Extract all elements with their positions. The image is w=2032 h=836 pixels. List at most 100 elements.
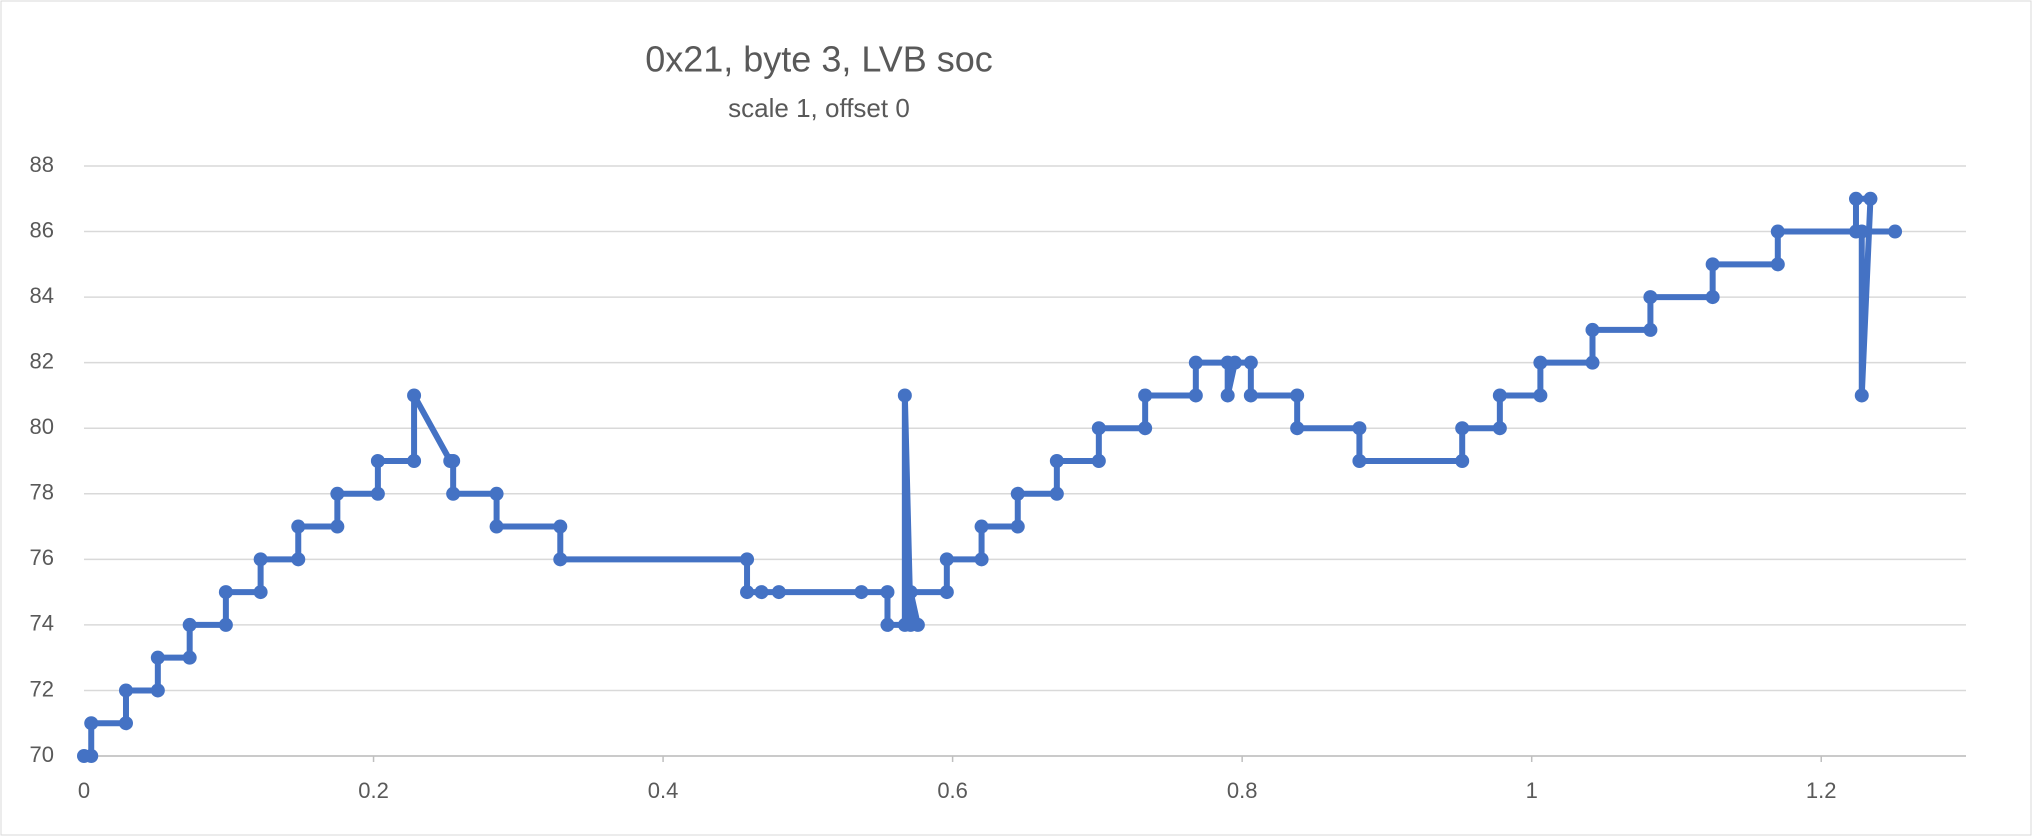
x-tick-label: 1.2 <box>1806 778 1837 803</box>
data-point <box>1243 388 1258 403</box>
data-point <box>974 519 989 534</box>
data-point <box>1585 355 1600 370</box>
x-tick-label: 1 <box>1526 778 1538 803</box>
data-point <box>1290 388 1305 403</box>
x-tick-label: 0 <box>78 778 90 803</box>
data-point <box>880 617 895 632</box>
data-point <box>1010 519 1025 534</box>
data-point <box>84 716 99 731</box>
data-point <box>1888 224 1903 239</box>
data-point <box>939 552 954 567</box>
data-point <box>489 519 504 534</box>
data-point <box>1770 224 1785 239</box>
data-point <box>1585 322 1600 337</box>
data-point <box>330 486 345 501</box>
data-point <box>446 486 461 501</box>
x-tick-label: 0.4 <box>648 778 679 803</box>
data-point <box>407 388 422 403</box>
data-point <box>1049 454 1064 468</box>
data-point <box>291 552 306 567</box>
data-point <box>150 683 165 698</box>
y-tick-label: 84 <box>30 283 54 308</box>
x-tick-label: 0.6 <box>937 778 968 803</box>
y-tick-label: 74 <box>30 611 54 636</box>
data-point <box>740 552 755 567</box>
data-point <box>1533 355 1548 370</box>
data-point <box>489 486 504 501</box>
y-tick-label: 76 <box>30 545 54 570</box>
data-point <box>407 454 422 468</box>
data-point <box>330 519 345 534</box>
data-point <box>880 585 895 600</box>
data-point <box>1188 355 1203 370</box>
y-tick-label: 80 <box>30 414 54 439</box>
data-point <box>1243 355 1258 370</box>
data-point <box>1091 454 1106 468</box>
data-point <box>218 617 233 632</box>
data-point <box>291 519 306 534</box>
data-point <box>370 454 385 468</box>
data-point <box>1848 191 1863 206</box>
data-point <box>1492 421 1507 436</box>
data-point <box>854 585 869 600</box>
data-point <box>446 454 461 468</box>
data-point <box>182 650 197 665</box>
data-point <box>1770 257 1785 272</box>
data-point <box>1352 421 1367 436</box>
data-point <box>1455 421 1470 436</box>
data-point <box>1705 257 1720 272</box>
y-tick-label: 70 <box>30 742 54 767</box>
series-line <box>84 195 1896 759</box>
data-point <box>1854 388 1869 403</box>
data-point <box>1533 388 1548 403</box>
data-point <box>1091 421 1106 436</box>
data-point <box>740 585 755 600</box>
data-point <box>553 552 568 567</box>
x-tick-label: 0.8 <box>1227 778 1258 803</box>
data-point <box>1643 290 1658 305</box>
data-point <box>1188 388 1203 403</box>
data-point <box>1705 290 1720 305</box>
data-point <box>1227 355 1242 370</box>
x-tick-label: 0.2 <box>358 778 389 803</box>
data-point <box>1010 486 1025 501</box>
data-point <box>974 552 989 567</box>
data-point <box>1220 388 1235 403</box>
data-point <box>1138 388 1153 403</box>
y-tick-label: 86 <box>30 217 54 242</box>
data-point <box>253 585 268 600</box>
data-point <box>754 585 769 600</box>
data-point <box>1290 421 1305 436</box>
chart-title: 0x21, byte 3, LVB soc <box>645 39 993 80</box>
data-point <box>218 585 233 600</box>
data-point <box>84 749 99 763</box>
data-point <box>897 388 912 403</box>
data-point <box>182 617 197 632</box>
data-point <box>910 617 925 632</box>
data-point <box>1492 388 1507 403</box>
data-point <box>903 585 918 600</box>
data-point <box>1138 421 1153 436</box>
data-point <box>150 650 165 665</box>
data-point <box>1352 454 1367 468</box>
data-point <box>1643 322 1658 337</box>
data-point <box>1049 486 1064 501</box>
data-point <box>1854 224 1869 239</box>
chart-subtitle: scale 1, offset 0 <box>728 93 910 123</box>
y-tick-label: 88 <box>30 152 54 177</box>
y-tick-label: 82 <box>30 348 54 373</box>
data-point <box>370 486 385 501</box>
y-tick-label: 72 <box>30 676 54 701</box>
data-point <box>939 585 954 600</box>
y-tick-label: 78 <box>30 480 54 505</box>
data-point <box>553 519 568 534</box>
data-point <box>118 716 133 731</box>
data-point <box>1863 191 1878 206</box>
data-point <box>253 552 268 567</box>
data-point <box>118 683 133 698</box>
data-point <box>771 585 786 600</box>
data-point <box>1455 454 1470 468</box>
